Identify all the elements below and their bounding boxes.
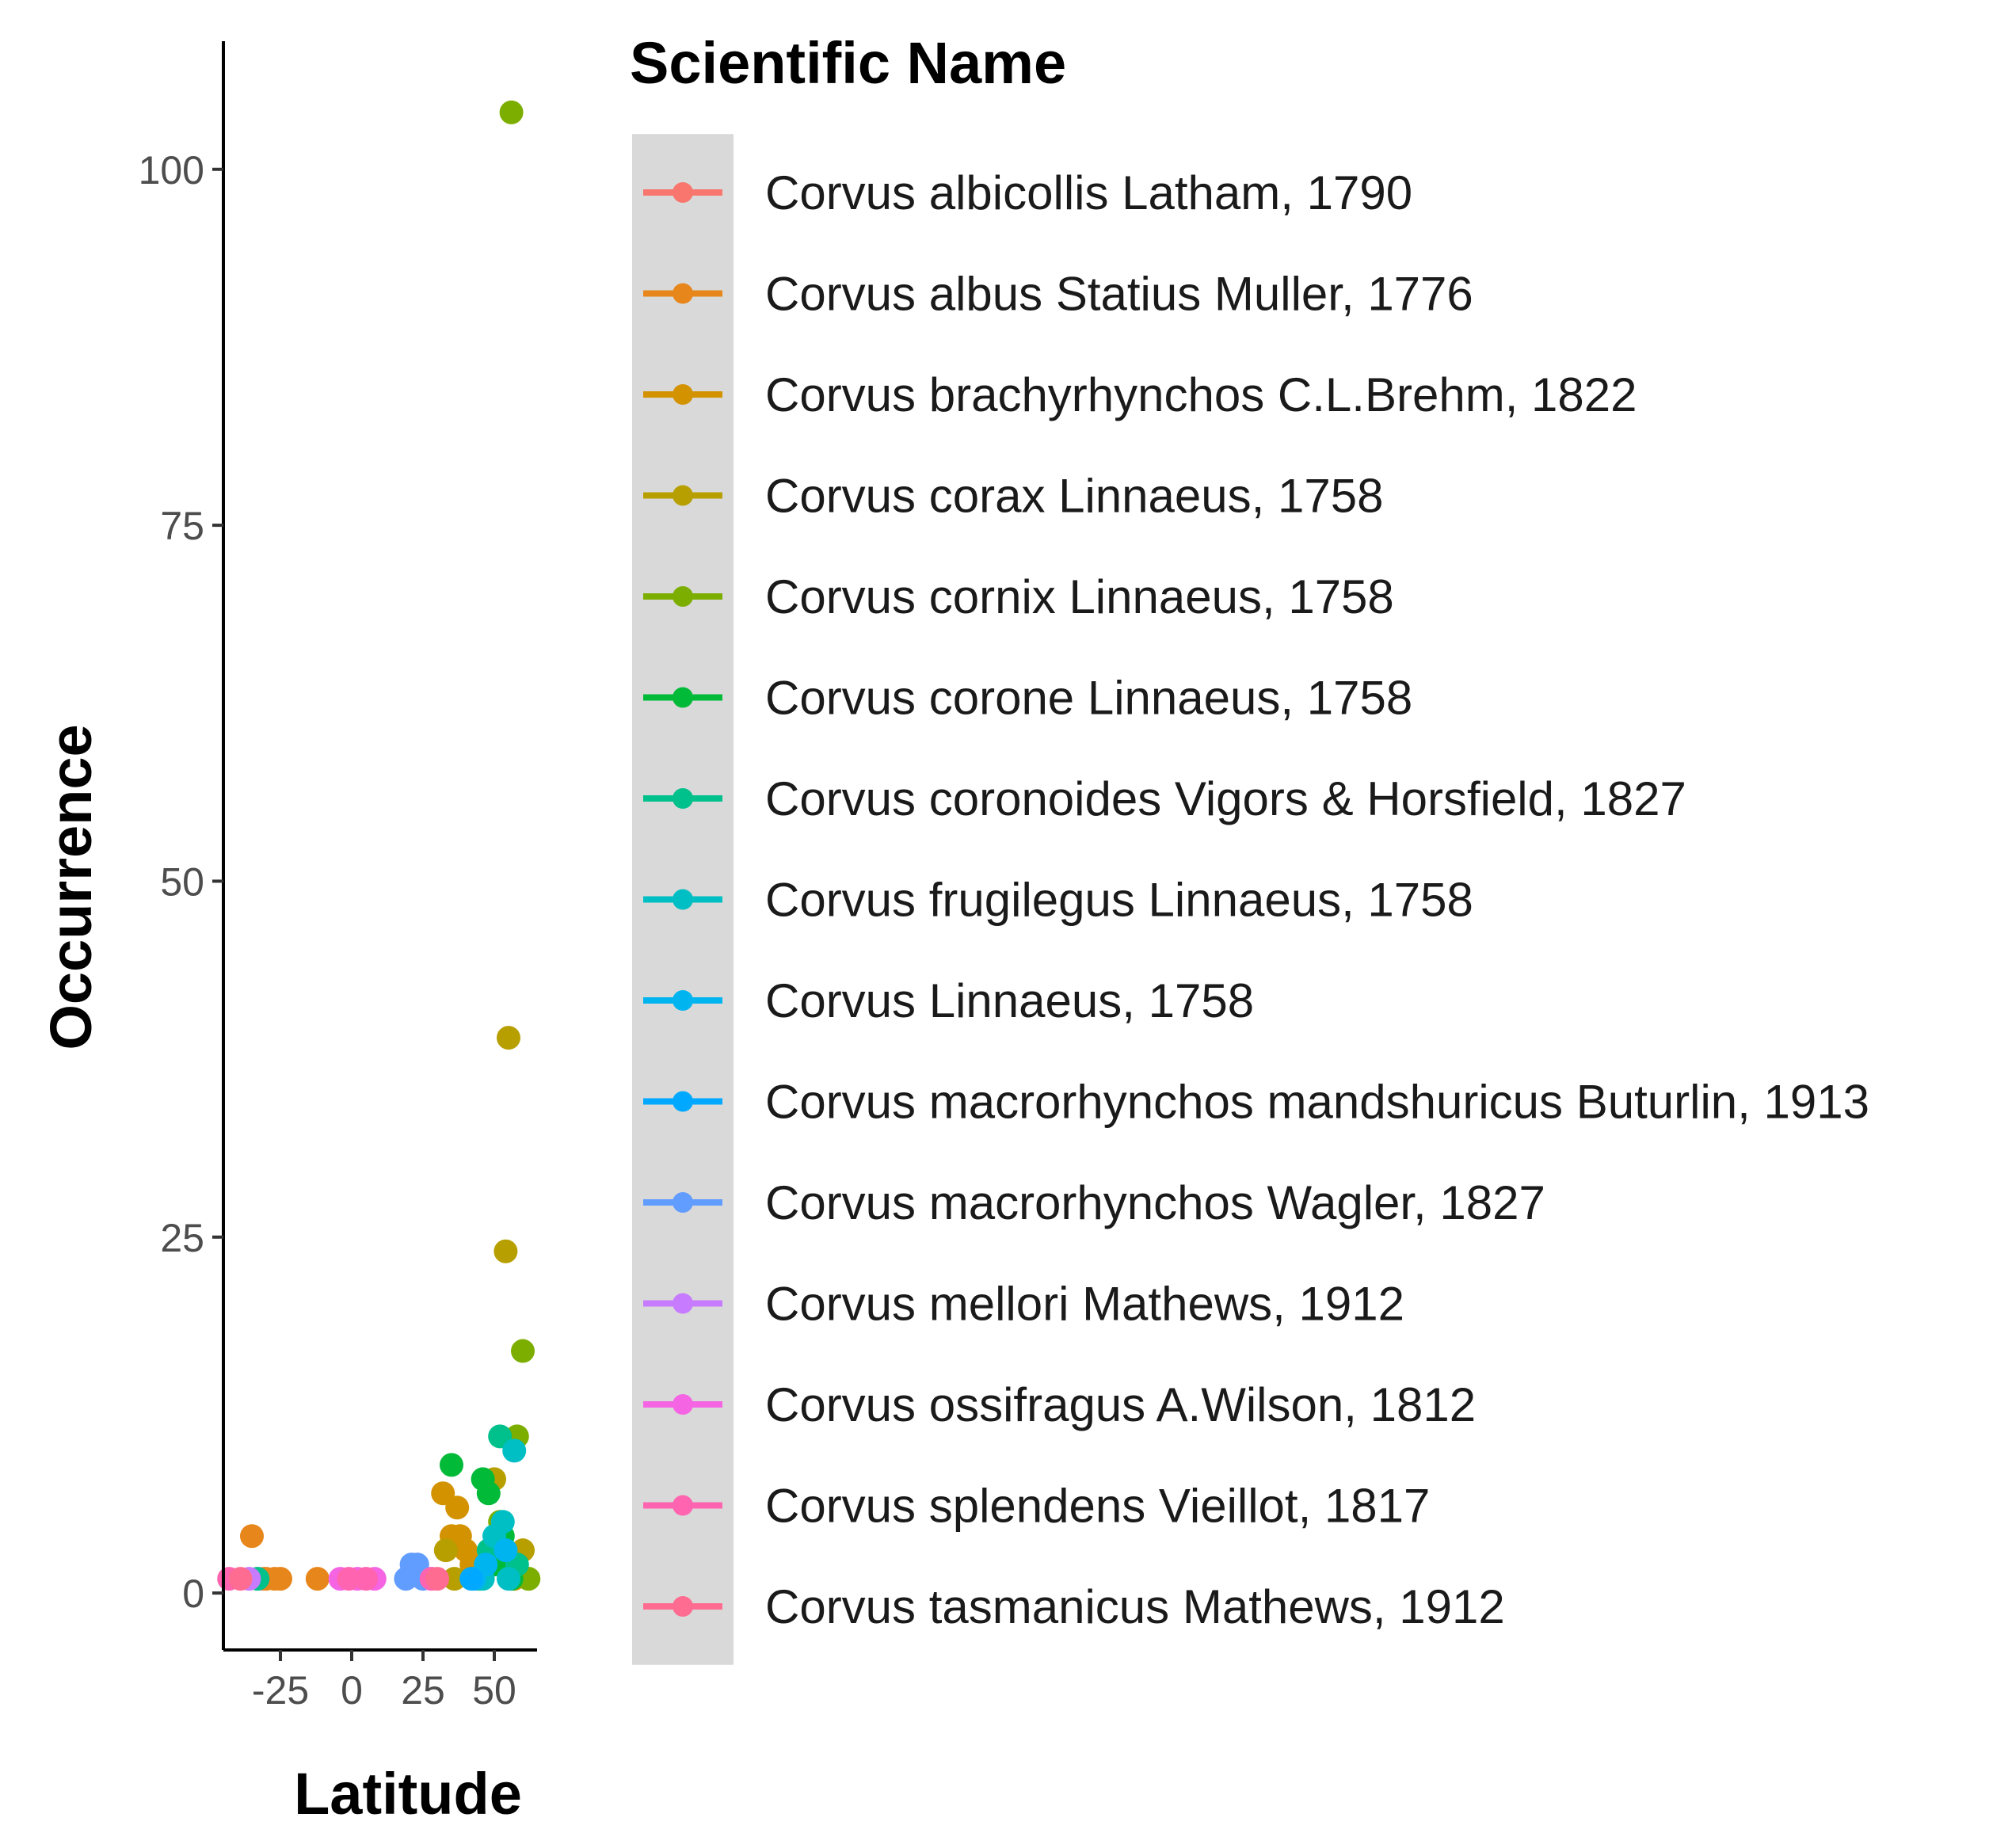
legend-key-point	[673, 990, 693, 1011]
legend-key-point	[673, 283, 693, 304]
legend-key-point	[673, 1596, 693, 1617]
legend-entry-label: Corvus albicollis Latham, 1790	[765, 166, 1412, 219]
legend-entry-label: Corvus tasmanicus Mathews, 1912	[765, 1580, 1505, 1633]
x-tick-label: 25	[401, 1668, 445, 1713]
legend-key-point	[673, 889, 693, 910]
axes: 0 25 50 75 100 -25 0 25 50	[139, 41, 537, 1713]
legend-entry-label: Corvus cornix Linnaeus, 1758	[765, 570, 1394, 623]
data-point	[493, 1239, 518, 1263]
data-point	[394, 1567, 418, 1591]
legend-entry-label: Corvus corone Linnaeus, 1758	[765, 672, 1412, 725]
legend-key-point	[673, 182, 693, 203]
data-point	[240, 1524, 264, 1549]
y-tick-label: 50	[160, 859, 204, 904]
legend-key-point	[673, 586, 693, 607]
legend-key-point	[673, 788, 693, 809]
legend-key-point	[673, 1091, 693, 1112]
legend-entry-label: Corvus corax Linnaeus, 1758	[765, 470, 1383, 523]
data-point	[493, 1538, 518, 1563]
legend-key-point	[673, 485, 693, 506]
data-point	[228, 1567, 253, 1591]
y-tick-label: 25	[160, 1216, 204, 1260]
legend-entry-label: Corvus frugilegus Linnaeus, 1758	[765, 874, 1473, 927]
data-point	[433, 1538, 458, 1563]
legend-entry-label: Corvus macrorhynchos Wagler, 1827	[765, 1176, 1545, 1229]
legend-key-point	[673, 1495, 693, 1516]
data-point	[502, 1438, 527, 1463]
legend-entry-label: Corvus ossifragus A.Wilson, 1812	[765, 1378, 1476, 1431]
legend-entry-label: Corvus mellori Mathews, 1912	[765, 1278, 1404, 1331]
y-tick-label: 0	[182, 1572, 204, 1616]
data-point	[499, 100, 524, 124]
data-points	[217, 100, 541, 1591]
legend-key-point	[673, 1192, 693, 1213]
legend-key-point	[673, 687, 693, 708]
data-point	[354, 1567, 378, 1591]
legend-entry-label: Corvus splendens Vieillot, 1817	[765, 1480, 1430, 1533]
data-point	[269, 1567, 292, 1591]
y-axis-title: Occurrence	[38, 724, 104, 1050]
data-point	[305, 1567, 330, 1591]
legend-entry-label: Corvus Linnaeus, 1758	[765, 974, 1254, 1027]
data-point	[337, 1567, 361, 1591]
data-point	[445, 1496, 470, 1520]
data-point	[511, 1339, 535, 1363]
x-tick-label: 50	[472, 1668, 516, 1713]
data-point	[459, 1567, 484, 1591]
data-point	[497, 1026, 520, 1050]
legend-entry-label: Corvus brachyrhynchos C.L.Brehm, 1822	[765, 368, 1637, 421]
data-point	[497, 1567, 520, 1591]
x-axis-title: Latitude	[294, 1761, 522, 1827]
data-point	[440, 1453, 463, 1477]
legend-title: Scientific Name	[630, 30, 1066, 96]
data-point	[442, 1567, 467, 1591]
legend-key-point	[673, 1394, 693, 1415]
x-tick-label: -25	[252, 1668, 309, 1713]
legend-entry-label: Corvus macrorhynchos mandshuricus Buturl…	[765, 1076, 1869, 1129]
data-point	[425, 1567, 449, 1591]
data-point	[476, 1481, 501, 1506]
y-tick-label: 100	[139, 148, 204, 192]
legend-key-point	[673, 1293, 693, 1314]
y-tick-label: 75	[160, 504, 204, 548]
x-tick-label: 0	[341, 1668, 363, 1713]
legend-entry-label: Corvus coronoides Vigors & Horsfield, 18…	[765, 772, 1686, 825]
legend: Scientific Name Corvus albicollis Latham…	[630, 30, 1869, 1665]
legend-key-point	[673, 384, 693, 405]
legend-entry-label: Corvus albus Statius Muller, 1776	[765, 268, 1473, 321]
